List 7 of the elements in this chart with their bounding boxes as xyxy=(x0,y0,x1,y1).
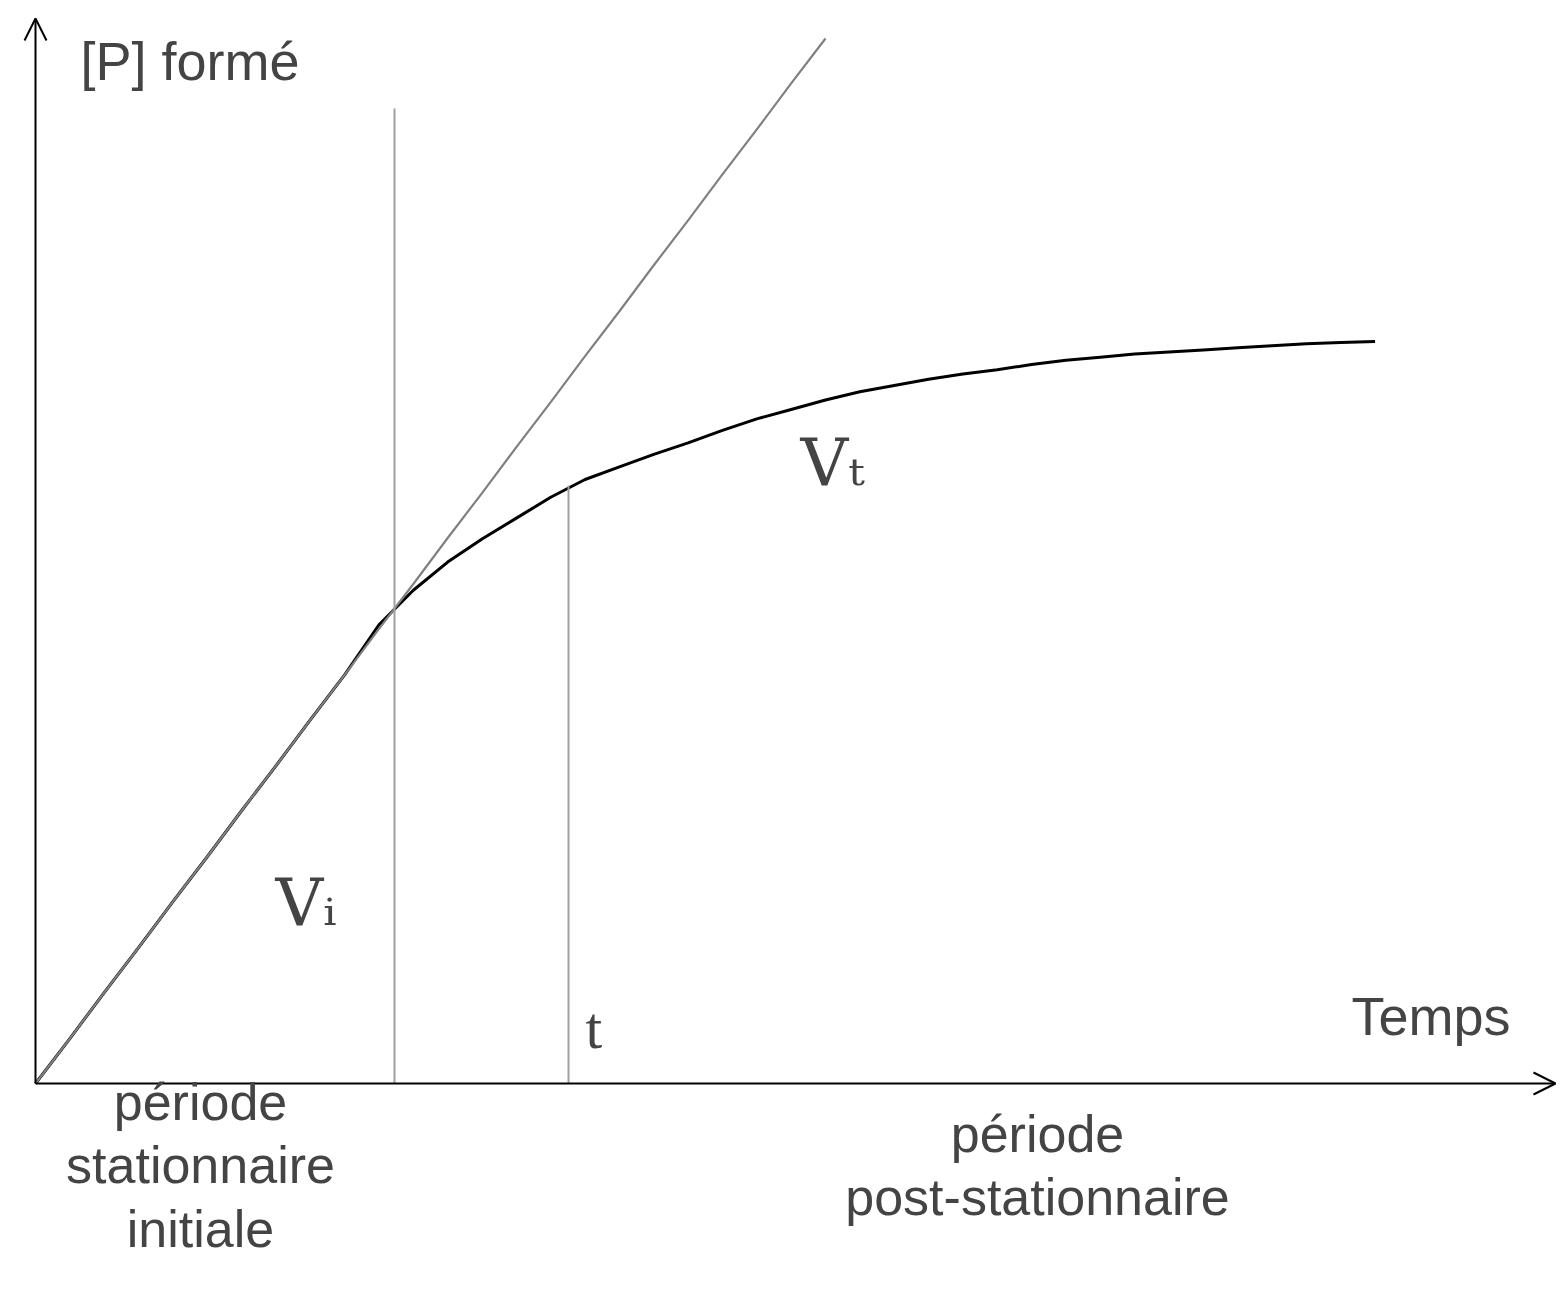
annotation: Vₜ xyxy=(799,423,866,501)
text: période post-stationnaire xyxy=(845,1104,1230,1227)
annotation: période stationnaire initiale xyxy=(66,1072,335,1259)
annotation: t xyxy=(585,994,603,1061)
y-axis-title: [P] formé xyxy=(80,30,300,91)
x-axis-title: Temps xyxy=(1351,985,1511,1046)
annotation: Vᵢ xyxy=(274,863,337,941)
